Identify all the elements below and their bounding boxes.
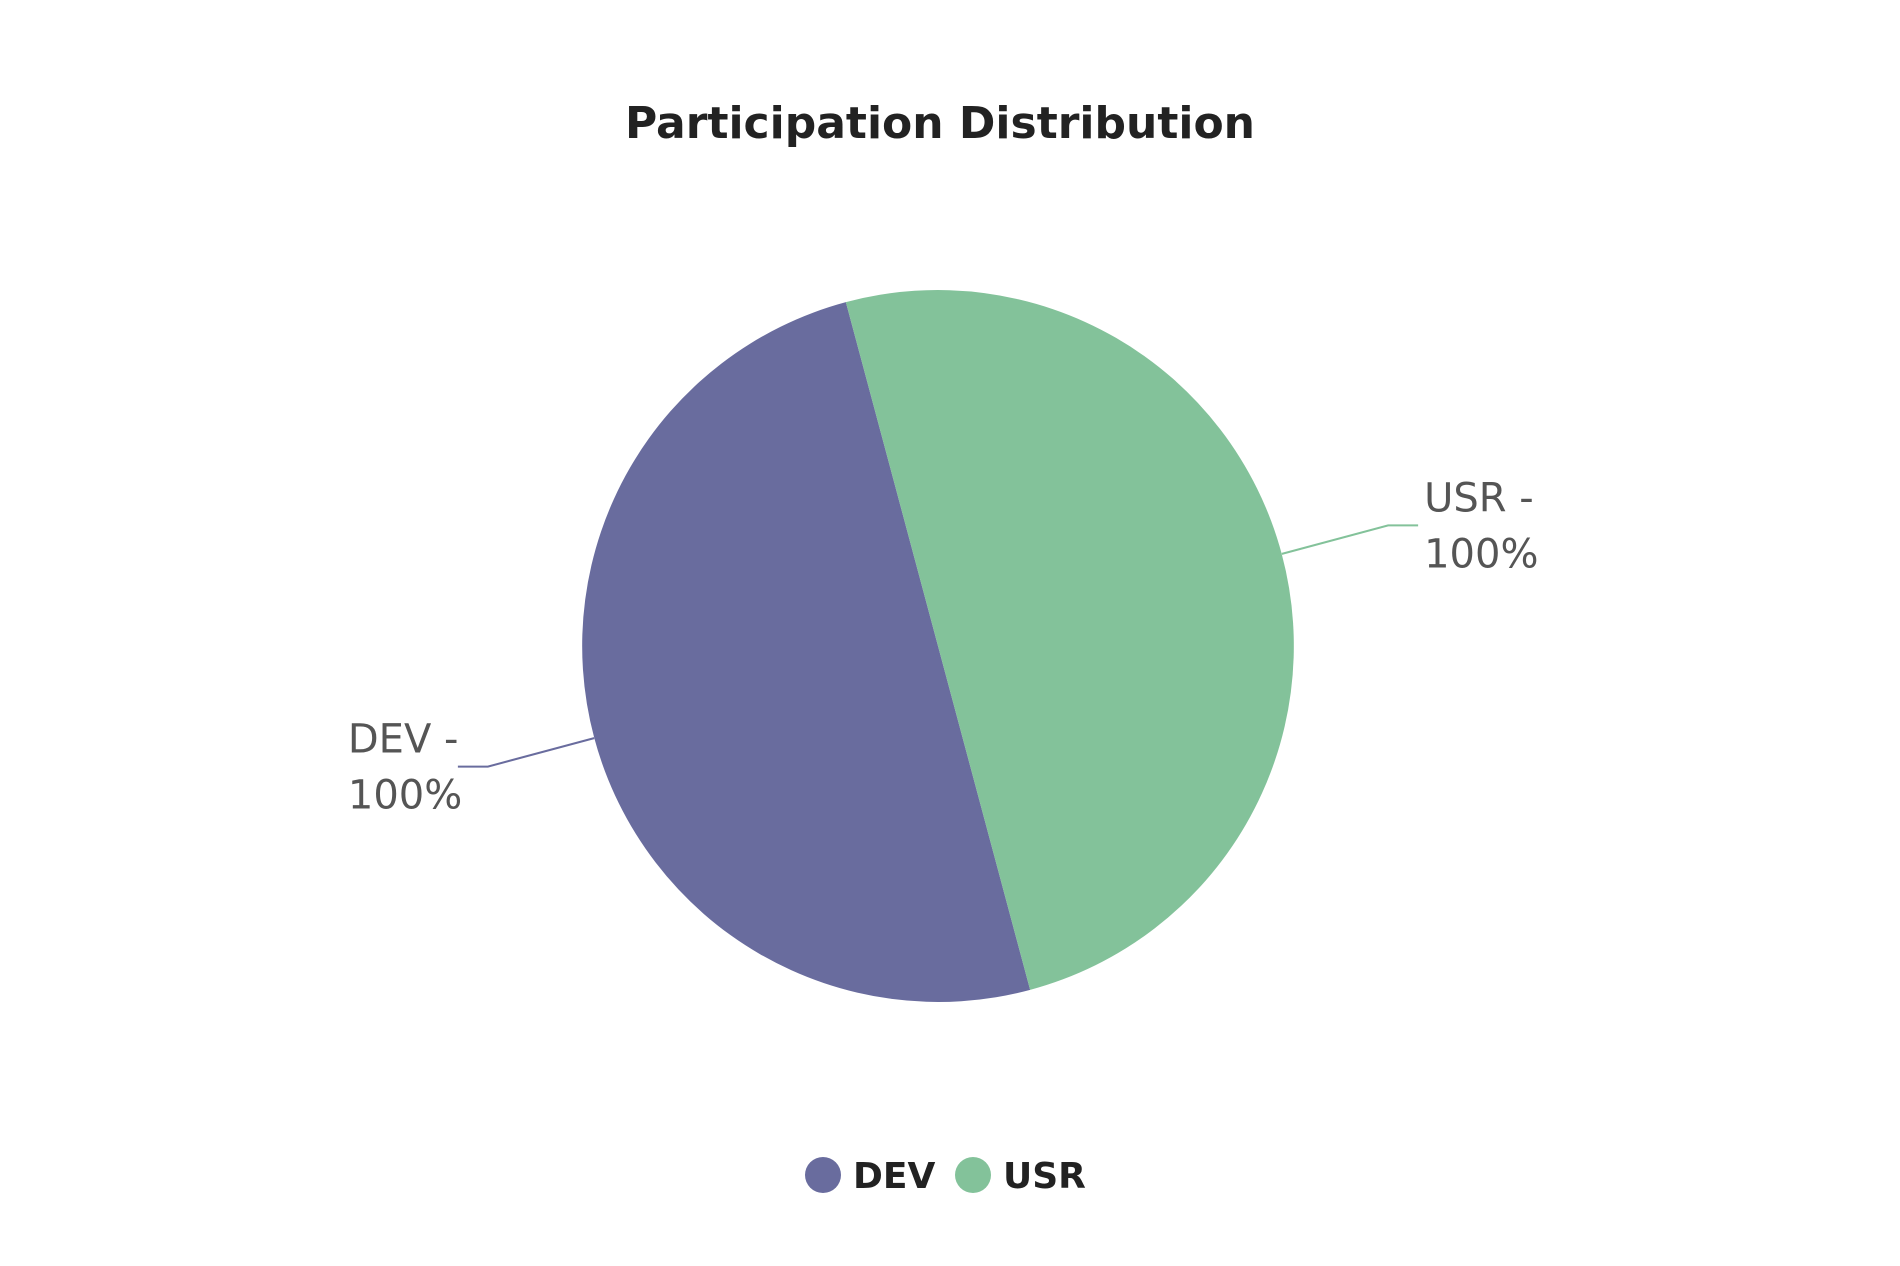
pie-slice-dev[interactable] bbox=[582, 302, 1031, 1002]
legend-item-usr[interactable]: USR bbox=[955, 1156, 1086, 1197]
slice-value-usr: 100% bbox=[1424, 531, 1538, 577]
pie-slices bbox=[582, 290, 1294, 1002]
legend-swatch-dev bbox=[805, 1157, 841, 1193]
legend-label-usr: USR bbox=[1003, 1156, 1086, 1197]
leader-line-usr bbox=[1281, 524, 1419, 555]
slice-label-usr: USR - bbox=[1424, 475, 1534, 521]
legend: DEV USR bbox=[805, 1156, 1086, 1197]
slice-value-dev: 100% bbox=[348, 773, 462, 819]
legend-label-dev: DEV bbox=[853, 1156, 935, 1197]
legend-item-dev[interactable]: DEV bbox=[805, 1156, 935, 1197]
chart-title: Participation Distribution bbox=[625, 98, 1255, 149]
pie-slice-usr[interactable] bbox=[845, 290, 1294, 990]
legend-swatch-usr bbox=[955, 1157, 991, 1193]
leader-line-dev bbox=[457, 737, 595, 768]
slice-label-dev: DEV - bbox=[348, 717, 459, 763]
slice-labels: DEV - 100% USR - 100% bbox=[348, 475, 1539, 818]
